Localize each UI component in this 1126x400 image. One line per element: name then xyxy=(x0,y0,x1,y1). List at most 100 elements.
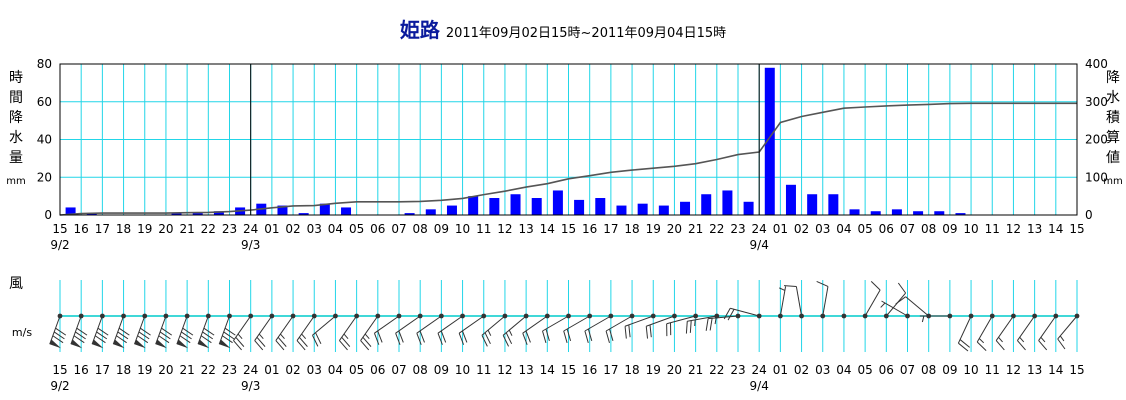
wind-barb xyxy=(1057,313,1080,350)
rain-bar xyxy=(807,194,818,215)
x-hour-label: 19 xyxy=(137,363,152,377)
barb-feather xyxy=(140,327,151,336)
barb-feather xyxy=(138,331,150,340)
barb-half-feather xyxy=(301,333,307,340)
x-hour-label: 07 xyxy=(391,363,406,377)
x-hour-label: 14 xyxy=(1048,363,1063,377)
x-hour-label: 01 xyxy=(773,222,788,236)
barb-feather xyxy=(976,341,987,351)
left-tick-label: 0 xyxy=(44,208,52,222)
barb-feather xyxy=(118,327,130,336)
rain-bar xyxy=(680,201,691,215)
left-axis-title-char: 時 xyxy=(9,70,23,86)
x-hour-label: 17 xyxy=(95,363,110,377)
wind-barb xyxy=(1017,313,1038,351)
barb-feather xyxy=(649,324,652,338)
barb-feather xyxy=(256,336,266,347)
barb-feather xyxy=(223,331,235,340)
barb-feather xyxy=(233,340,242,351)
x-hour-label: 07 xyxy=(900,363,915,377)
barb-feather xyxy=(254,340,264,351)
x-hour-label: 23 xyxy=(222,363,237,377)
barb-half-feather xyxy=(343,333,349,340)
x-hour-label: 05 xyxy=(349,222,364,236)
x-hour-label: 17 xyxy=(603,363,618,377)
x-hour-label: 01 xyxy=(264,222,279,236)
rain-bar xyxy=(446,205,457,215)
barb-half-feather xyxy=(921,315,925,323)
barb-feather xyxy=(870,281,881,291)
barb-feather xyxy=(584,330,589,344)
rain-bar xyxy=(552,190,563,215)
barb-half-feather xyxy=(364,333,370,340)
x-hour-label: 23 xyxy=(222,222,237,236)
rain-bar xyxy=(595,198,606,215)
wind-barb xyxy=(458,313,487,345)
barb-shaft xyxy=(542,315,569,332)
left-axis-title-char: 間 xyxy=(9,90,23,106)
x-hour-label: 03 xyxy=(307,222,322,236)
rain-bar xyxy=(510,194,521,215)
x-hour-label: 06 xyxy=(370,363,385,377)
barb-shaft xyxy=(416,315,442,334)
wind-barb xyxy=(1038,313,1059,351)
barb-shaft xyxy=(1038,315,1057,341)
barb-feather xyxy=(52,335,64,344)
barb-feather xyxy=(181,331,192,340)
barb-feather xyxy=(522,333,528,345)
barb-feather xyxy=(341,336,351,347)
barb-feather xyxy=(75,331,86,340)
wind-barb xyxy=(91,313,109,349)
rain-bars xyxy=(65,67,966,216)
barb-feather xyxy=(296,340,306,351)
barb-feather xyxy=(709,318,713,331)
barb-feather xyxy=(1017,340,1026,351)
barb-feather xyxy=(437,333,443,345)
x-date-label: 9/4 xyxy=(750,238,769,252)
x-hour-label: 19 xyxy=(646,222,661,236)
wind-barb xyxy=(919,313,953,323)
x-hour-label: 06 xyxy=(879,222,894,236)
barb-shaft xyxy=(296,315,315,341)
barb-shaft xyxy=(437,315,463,334)
barb-feather xyxy=(159,331,171,340)
rain-bar xyxy=(913,211,924,215)
barb-feather xyxy=(502,335,510,347)
x-hour-label: 18 xyxy=(624,222,639,236)
barb-flag xyxy=(134,339,146,349)
barb-feather xyxy=(545,328,550,342)
barb-feather xyxy=(73,335,85,344)
x-hour-label: 10 xyxy=(963,363,978,377)
x-hour-label: 08 xyxy=(413,222,428,236)
barb-feather xyxy=(689,320,692,333)
x-hour-label: 04 xyxy=(836,363,851,377)
rain-bar xyxy=(701,194,712,215)
x-hour-label: 15 xyxy=(1069,363,1084,377)
barb-feather xyxy=(959,339,970,348)
right-axis-title-char: 値 xyxy=(1106,150,1120,166)
x-hour-label: 15 xyxy=(52,363,67,377)
barb-shaft xyxy=(502,315,527,336)
rain-bar xyxy=(65,207,76,215)
x-hour-label: 24 xyxy=(243,222,258,236)
left-tick-label: 20 xyxy=(37,170,52,184)
barb-shaft xyxy=(795,286,803,317)
barb-shaft xyxy=(905,296,930,317)
barb-feather xyxy=(542,330,547,344)
barb-shaft xyxy=(995,315,1014,341)
barb-feather xyxy=(895,296,906,305)
barb-shaft xyxy=(708,315,739,320)
barb-feather xyxy=(416,333,422,345)
wind-barb xyxy=(883,282,907,319)
barb-feather xyxy=(179,335,191,344)
left-axis-title-char: 量 xyxy=(9,150,23,166)
x-date-label: 9/3 xyxy=(241,379,260,393)
x-hour-label: 04 xyxy=(836,222,851,236)
x-hour-label: 22 xyxy=(201,363,216,377)
wind-barb xyxy=(841,313,847,319)
barb-shaft xyxy=(687,315,717,322)
barb-shaft xyxy=(254,315,273,341)
x-hour-label: 15 xyxy=(52,222,67,236)
